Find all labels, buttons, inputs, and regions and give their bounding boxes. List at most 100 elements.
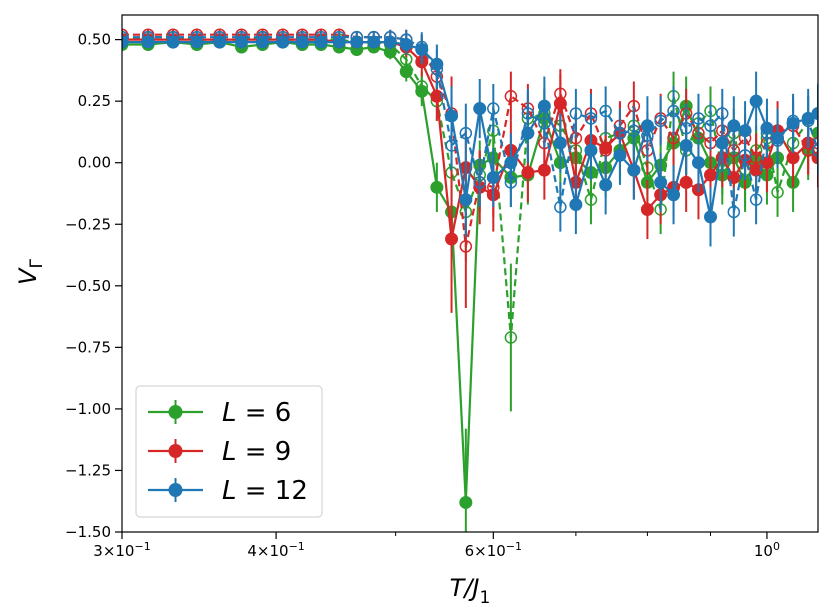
data-point [314,30,328,44]
data-point [213,30,226,44]
data-point [569,107,583,120]
data-point [459,495,473,509]
data-point [727,205,741,219]
series-5 [122,29,818,237]
data-point [691,156,705,170]
y-tick-label-4: −0.50 [65,277,111,295]
data-point [679,121,693,135]
data-point [704,210,718,224]
data-point [749,94,763,108]
data-point [738,149,752,162]
legend-label-2: L = 12 [222,476,308,506]
data-point [445,139,458,152]
data-point [332,30,346,44]
data-point [350,30,364,44]
data-point [640,202,654,216]
series-line [122,36,818,213]
x-tick-label-1: 4×10−1 [247,540,304,560]
series-line [122,33,818,247]
data-point [716,107,729,120]
data-point [384,30,397,44]
legend-box [135,385,323,518]
data-point [504,331,518,344]
y-tick-label-7: −1.25 [65,461,111,479]
data-point [749,193,763,206]
data-point [190,30,204,44]
data-point [415,40,429,54]
data-point [654,114,667,128]
data-point [554,87,567,101]
data-point [679,175,693,189]
data-point [459,240,473,253]
data-point [569,198,583,212]
data-point [521,107,535,120]
legend-marker-0 [168,405,183,419]
plot-area [122,28,818,532]
data-point [811,106,818,120]
data-point [521,166,535,180]
data-point [771,186,784,199]
data-point [584,193,598,206]
data-point [727,119,741,133]
data-point [459,126,473,140]
legend-label-1: L = 9 [222,437,291,467]
data-point [654,175,668,189]
data-point [584,112,598,125]
x-tick-label-3: 100 [754,540,780,560]
legend-marker-1 [168,444,183,458]
data-point [627,124,641,137]
data-point [811,144,818,157]
y-axis: 0.50 0.25 0.00 −0.25 −0.50 −0.75 −1.00 −1.25 −1.… [65,31,122,541]
y-tick-label-1: 0.25 [78,92,111,110]
data-point [235,30,248,44]
data-point [399,33,413,46]
legend-label-0: L = 6 [222,398,291,428]
y-tick-label-0: 0.50 [78,31,111,49]
data-point [641,129,654,142]
axes-frame [121,14,819,533]
x-tick-label-0: 3×10−1 [93,540,150,560]
data-point [538,117,551,130]
data-point [487,102,500,115]
y-tick-label-3: −0.25 [65,215,111,233]
data-point [554,200,567,214]
data-point [122,30,129,44]
data-point [811,136,818,150]
data-point [256,30,269,44]
data-point [786,151,800,165]
data-point [166,30,180,44]
data-point [473,176,486,189]
y-axis-label: VΓ [14,259,47,285]
data-point [430,62,444,76]
data-point [627,163,641,177]
data-point [504,89,518,103]
data-point [584,143,598,157]
data-point [599,178,613,192]
data-point [704,119,717,133]
data-point [704,168,718,182]
data-point [553,136,567,150]
data-point [459,193,473,207]
y-tick-label-8: −1.50 [65,523,111,541]
data-point [760,126,774,140]
legend-marker-2 [168,483,183,497]
data-point [599,104,612,118]
data-point [667,104,680,118]
data-point [141,30,155,44]
data-point [811,151,818,165]
data-point [445,232,459,246]
data-point [473,102,487,116]
data-point [613,126,627,140]
data-point [430,180,444,194]
data-point [367,30,381,44]
data-point [692,112,705,125]
data-point [276,30,290,44]
y-tick-label-5: −0.75 [65,338,111,356]
y-tick-label-2: 0.00 [78,154,111,172]
y-tick-label-6: −1.00 [65,400,111,418]
data-point [415,80,429,93]
x-axis-label: T/J1 [450,574,491,608]
data-point [771,134,784,147]
